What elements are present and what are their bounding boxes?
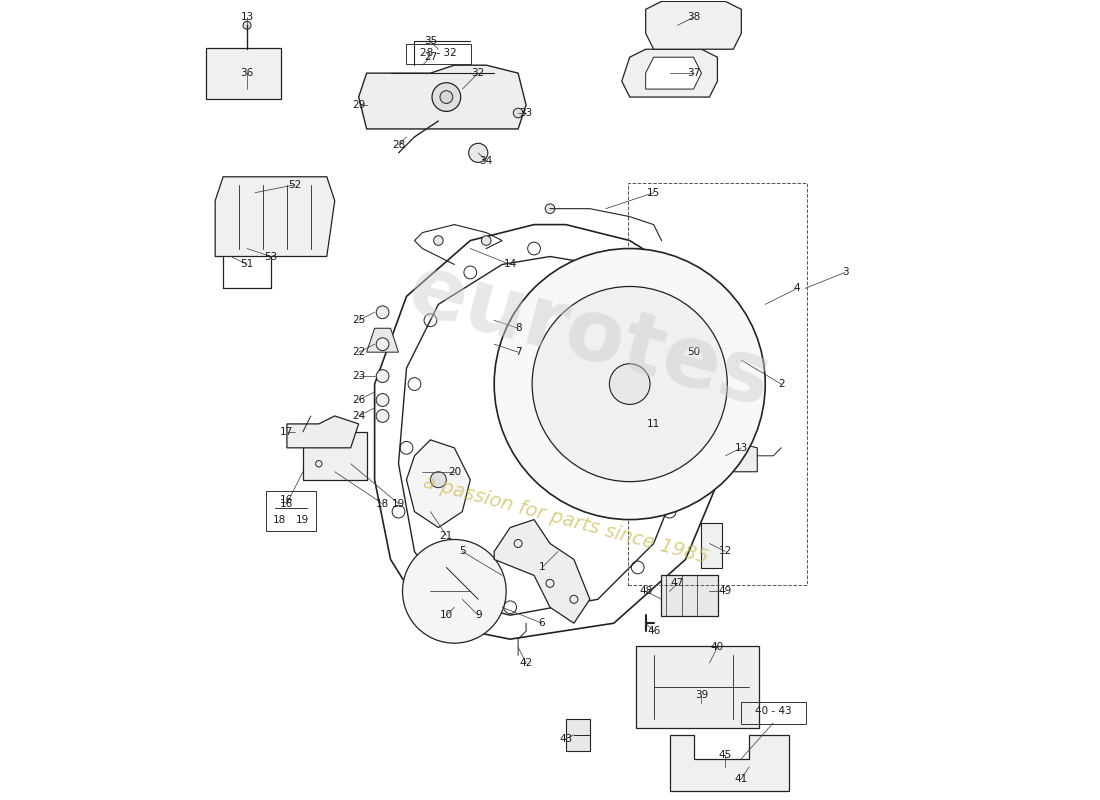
Text: a passion for parts since 1985: a passion for parts since 1985: [421, 472, 711, 567]
Text: 16: 16: [280, 494, 294, 505]
PathPatch shape: [287, 416, 359, 448]
PathPatch shape: [621, 50, 717, 97]
Circle shape: [440, 90, 453, 103]
Text: 18: 18: [273, 514, 286, 525]
Circle shape: [376, 306, 389, 318]
PathPatch shape: [216, 177, 334, 257]
Text: 11: 11: [647, 419, 660, 429]
Text: 27: 27: [424, 52, 437, 62]
Text: 12: 12: [718, 546, 732, 557]
FancyBboxPatch shape: [636, 646, 759, 729]
FancyBboxPatch shape: [701, 522, 723, 568]
Text: 40 - 43: 40 - 43: [755, 706, 792, 716]
Text: 41: 41: [735, 774, 748, 784]
Text: 50: 50: [686, 347, 700, 357]
Text: 5: 5: [459, 546, 465, 557]
Text: 42: 42: [519, 658, 532, 668]
Text: 8: 8: [515, 323, 521, 334]
Text: 35: 35: [424, 36, 437, 46]
Text: 29: 29: [352, 100, 365, 110]
Circle shape: [482, 236, 491, 246]
PathPatch shape: [407, 440, 471, 527]
Circle shape: [376, 370, 389, 382]
Text: 53: 53: [264, 251, 277, 262]
Text: 19: 19: [392, 498, 405, 509]
Circle shape: [430, 472, 447, 488]
Circle shape: [469, 143, 487, 162]
PathPatch shape: [302, 424, 366, 480]
Text: 13: 13: [241, 12, 254, 22]
Text: 17: 17: [280, 427, 294, 437]
Text: 20: 20: [448, 466, 461, 477]
Text: 32: 32: [472, 68, 485, 78]
Text: 7: 7: [515, 347, 521, 357]
Text: 25: 25: [352, 315, 365, 326]
Text: 14: 14: [504, 259, 517, 270]
Text: 24: 24: [352, 411, 365, 421]
Text: 1: 1: [539, 562, 546, 573]
Text: 15: 15: [647, 188, 660, 198]
Text: 21: 21: [440, 530, 453, 541]
Text: 18: 18: [376, 498, 389, 509]
Text: 16: 16: [280, 498, 294, 509]
PathPatch shape: [670, 735, 789, 790]
Text: 39: 39: [695, 690, 708, 700]
Text: 13: 13: [735, 443, 748, 453]
PathPatch shape: [366, 328, 398, 352]
Circle shape: [609, 364, 650, 404]
Text: 28: 28: [392, 140, 405, 150]
Text: 46: 46: [647, 626, 660, 636]
Text: 43: 43: [559, 734, 573, 744]
Text: 45: 45: [718, 750, 732, 760]
Circle shape: [376, 410, 389, 422]
Text: 6: 6: [539, 618, 546, 628]
Text: 38: 38: [686, 12, 700, 22]
PathPatch shape: [359, 65, 526, 129]
Text: 37: 37: [686, 68, 700, 78]
Circle shape: [494, 249, 766, 519]
Circle shape: [243, 22, 251, 30]
Circle shape: [432, 82, 461, 111]
PathPatch shape: [702, 440, 757, 472]
Text: 51: 51: [241, 259, 254, 270]
Text: 28 - 32: 28 - 32: [420, 48, 456, 58]
Text: 2: 2: [778, 379, 784, 389]
Circle shape: [546, 204, 554, 214]
Text: 52: 52: [288, 180, 301, 190]
Text: 19: 19: [296, 514, 309, 525]
Text: eurotes: eurotes: [399, 248, 780, 425]
Circle shape: [403, 539, 506, 643]
FancyBboxPatch shape: [206, 48, 280, 98]
Text: 22: 22: [352, 347, 365, 357]
Text: 9: 9: [475, 610, 482, 620]
Text: 34: 34: [480, 156, 493, 166]
PathPatch shape: [494, 519, 590, 623]
Text: 47: 47: [671, 578, 684, 588]
Text: 36: 36: [241, 68, 254, 78]
PathPatch shape: [646, 2, 741, 50]
Text: 49: 49: [718, 586, 732, 596]
Circle shape: [376, 338, 389, 350]
Circle shape: [680, 334, 700, 354]
Circle shape: [433, 236, 443, 246]
Circle shape: [376, 394, 389, 406]
Circle shape: [514, 108, 522, 118]
FancyBboxPatch shape: [661, 574, 718, 616]
Text: 10: 10: [440, 610, 453, 620]
Text: 40: 40: [711, 642, 724, 652]
Text: 4: 4: [794, 283, 801, 294]
Text: 33: 33: [519, 108, 532, 118]
Text: 23: 23: [352, 371, 365, 381]
PathPatch shape: [565, 719, 590, 750]
Text: 3: 3: [842, 267, 848, 278]
Text: 48: 48: [639, 586, 652, 596]
Circle shape: [532, 286, 727, 482]
Text: 26: 26: [352, 395, 365, 405]
PathPatch shape: [646, 57, 702, 89]
